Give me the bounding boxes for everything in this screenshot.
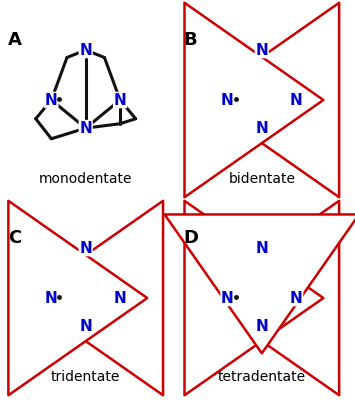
Text: N: N <box>79 121 92 136</box>
Text: N: N <box>114 290 126 306</box>
Text: N: N <box>45 290 58 306</box>
Text: N: N <box>79 240 92 256</box>
Text: C: C <box>8 229 21 247</box>
Text: B: B <box>184 31 197 49</box>
Text: monodentate: monodentate <box>39 172 132 186</box>
Text: N: N <box>45 92 58 108</box>
Text: N: N <box>256 42 268 58</box>
Text: A: A <box>8 31 22 49</box>
Text: tridentate: tridentate <box>51 370 120 384</box>
Text: N: N <box>256 319 268 334</box>
Text: N: N <box>79 319 92 334</box>
Text: N: N <box>114 92 126 108</box>
Text: D: D <box>184 229 199 247</box>
Text: N: N <box>221 290 234 306</box>
Text: N: N <box>290 92 302 108</box>
Text: N: N <box>221 92 234 108</box>
Text: tetradentate: tetradentate <box>218 370 306 384</box>
Text: N: N <box>290 290 302 306</box>
Text: N: N <box>256 240 268 256</box>
Text: N: N <box>79 42 92 58</box>
Text: N: N <box>256 121 268 136</box>
Text: bidentate: bidentate <box>228 172 295 186</box>
